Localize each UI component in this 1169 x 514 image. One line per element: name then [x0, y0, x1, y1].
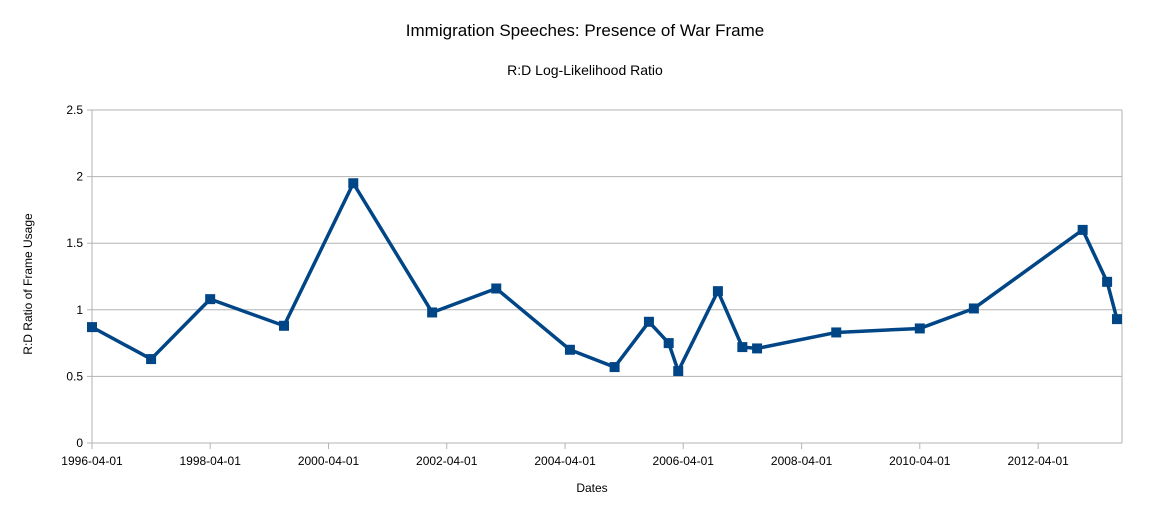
- data-point-marker: [491, 283, 502, 294]
- axes: [87, 109, 1123, 449]
- y-tick-label: 2: [76, 170, 83, 184]
- y-tick-label: 0: [76, 436, 83, 450]
- data-point-marker: [673, 366, 684, 377]
- series-layer: [87, 178, 1122, 377]
- data-point-marker: [609, 362, 620, 373]
- x-tick-label: 2008-04-01: [771, 454, 833, 468]
- data-point-marker: [663, 338, 674, 349]
- data-point-marker: [643, 316, 654, 327]
- chart-subtitle: R:D Log-Likelihood Ratio: [507, 62, 663, 78]
- x-tick-label: 2000-04-01: [298, 454, 360, 468]
- x-tick-label: 2010-04-01: [889, 454, 951, 468]
- y-tick-labels: 0 0.5 1 1.5 2 2.5: [66, 103, 83, 450]
- y-tick-label: 1.5: [66, 236, 83, 250]
- x-tick-label: 2012-04-01: [1007, 454, 1069, 468]
- x-tick-label: 1996-04-01: [61, 454, 123, 468]
- data-point-marker: [564, 344, 575, 355]
- data-point-marker: [737, 342, 748, 353]
- y-tick-label: 0.5: [66, 369, 83, 383]
- data-point-marker: [348, 178, 359, 189]
- y-axis-label: R:D Ratio of Frame Usage: [21, 213, 35, 355]
- y-tick-label: 1: [76, 303, 83, 317]
- x-tick-label: 2004-04-01: [534, 454, 596, 468]
- x-tick-labels: 1996-04-01 1998-04-01 2000-04-01 2002-04-01…: [61, 454, 1069, 468]
- x-tick-label: 2006-04-01: [653, 454, 715, 468]
- data-point-marker: [968, 303, 979, 314]
- data-point-marker: [1077, 224, 1088, 235]
- data-point-marker: [1102, 276, 1113, 287]
- x-tick-label: 2002-04-01: [416, 454, 478, 468]
- y-tick-label: 2.5: [66, 103, 83, 117]
- series-line: [91, 181, 1119, 373]
- data-point-marker: [914, 323, 925, 334]
- data-point-marker: [87, 322, 97, 333]
- data-point-marker: [712, 286, 723, 297]
- data-point-marker: [205, 294, 216, 305]
- data-point-marker: [146, 354, 157, 365]
- data-point-marker: [831, 327, 842, 338]
- x-tick-label: 1998-04-01: [179, 454, 241, 468]
- data-point-marker: [279, 320, 290, 331]
- data-point-marker: [752, 343, 763, 354]
- data-point-marker: [1111, 314, 1122, 325]
- gridlines: [92, 109, 1122, 444]
- x-axis-label: Dates: [576, 481, 607, 495]
- chart-title: Immigration Speeches: Presence of War Fr…: [406, 21, 764, 40]
- data-point-marker: [427, 307, 438, 318]
